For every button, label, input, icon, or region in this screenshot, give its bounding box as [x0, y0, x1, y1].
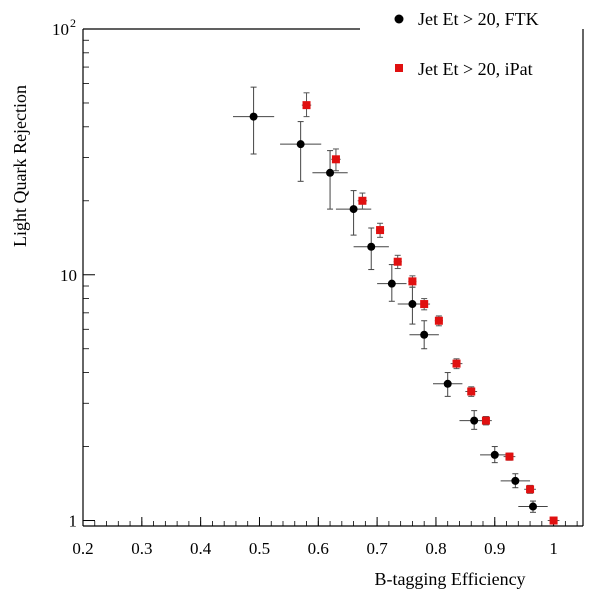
- data-point-ftk: [326, 168, 335, 177]
- data-point-ipat: [376, 226, 385, 235]
- data-point-ipat: [549, 516, 558, 525]
- data-point-ipat: [420, 300, 429, 309]
- data-point-ipat: [467, 387, 476, 396]
- data-point-ftk: [529, 502, 537, 511]
- data-point-ftk: [387, 279, 396, 288]
- data-point-ftk: [408, 300, 417, 309]
- x-tick-label: 0.3: [131, 539, 152, 558]
- legend: Jet Et > 20, FTK Jet Et > 20, iPat: [394, 9, 539, 79]
- legend-marker-ipat: [395, 64, 403, 72]
- y-tick-label: 10: [60, 266, 77, 285]
- data-point-ftk: [249, 112, 258, 121]
- data-point-ipat: [434, 316, 443, 325]
- legend-label-ftk: Jet Et > 20, FTK: [418, 9, 539, 29]
- data-point-ipat: [408, 277, 417, 286]
- data-point-ftk: [349, 205, 358, 214]
- y-tick-label: 10: [52, 20, 69, 39]
- data-point-ipat: [505, 452, 514, 461]
- x-tick-label: 0.6: [308, 539, 329, 558]
- data-point-ftk: [296, 140, 305, 149]
- x-tick-label: 0.2: [72, 539, 93, 558]
- data-point-ftk: [367, 242, 376, 251]
- x-tick-label: 0.8: [425, 539, 446, 558]
- series-layer: [233, 86, 560, 525]
- data-point-ipat: [393, 257, 402, 266]
- data-point-ftk: [490, 450, 499, 459]
- data-point-ftk: [420, 330, 429, 339]
- x-tick-label: 0.4: [190, 539, 212, 558]
- data-point-ftk: [511, 476, 520, 485]
- minor-ticks: [82, 39, 578, 526]
- x-ticks: 0.2 0.3 0.4 0.5 0.6 0.7 0.8 0.9 1: [72, 517, 558, 558]
- legend-marker-ftk: [394, 14, 404, 24]
- x-tick-label: 0.9: [484, 539, 505, 558]
- data-point-ftk: [443, 379, 452, 388]
- x-axis-title: B-tagging Efficiency: [374, 569, 525, 589]
- x-tick-label: 1: [549, 539, 558, 558]
- legend-label-ipat: Jet Et > 20, iPat: [418, 59, 533, 79]
- data-point-ipat: [526, 485, 535, 494]
- x-tick-label: 0.5: [249, 539, 270, 558]
- data-point-ftk: [470, 416, 479, 425]
- y-axis-title: Light Quark Rejection: [10, 85, 30, 247]
- data-point-ipat: [302, 101, 311, 110]
- data-point-ipat: [452, 359, 461, 368]
- data-point-ipat: [358, 196, 367, 205]
- y-tick-label: 1: [69, 512, 78, 531]
- x-tick-label: 0.7: [366, 539, 388, 558]
- y-tick-exponent: 2: [70, 16, 76, 30]
- data-point-ipat: [331, 155, 340, 164]
- data-point-ipat: [481, 416, 490, 425]
